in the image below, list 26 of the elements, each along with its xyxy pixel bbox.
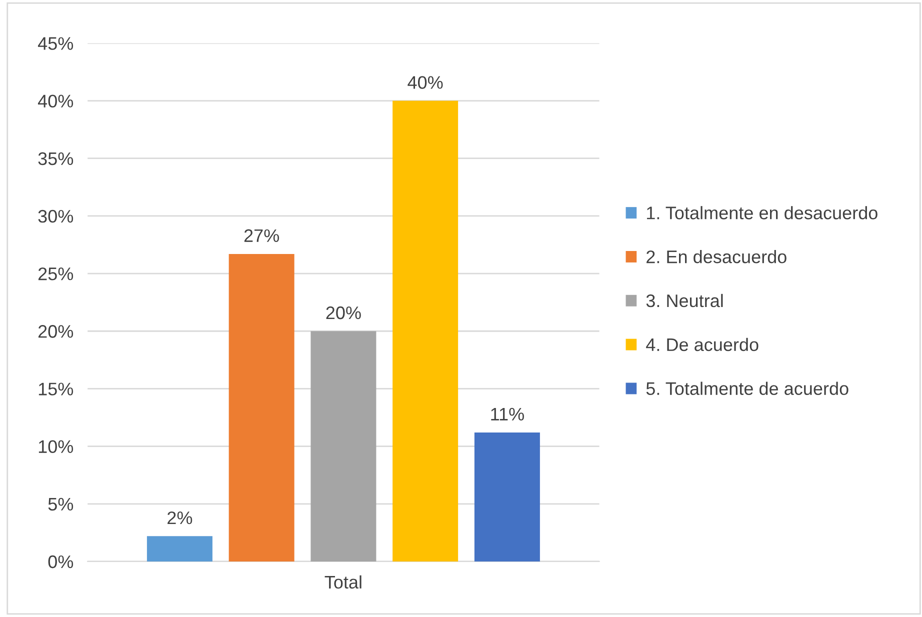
data-label: 11% xyxy=(491,408,524,421)
bar xyxy=(474,432,540,562)
y-tick-label: 25% xyxy=(38,267,74,280)
legend-label: 4. De acuerdo xyxy=(646,338,758,352)
data-label: 2% xyxy=(168,511,192,524)
bar xyxy=(392,100,458,562)
data-label: 40% xyxy=(408,76,443,89)
y-tick-label: 40% xyxy=(38,94,74,108)
x-tick-label: Total xyxy=(324,575,362,589)
bar xyxy=(146,536,212,562)
y-tick-label: 0% xyxy=(48,555,74,568)
data-label: 27% xyxy=(244,229,279,242)
legend-label: 2. En desacuerdo xyxy=(646,250,786,264)
y-tick-label: 5% xyxy=(48,498,74,511)
y-tick-label: 35% xyxy=(38,152,74,166)
bar xyxy=(310,331,376,562)
y-tick-label: 30% xyxy=(38,210,74,223)
legend-label: 3. Neutral xyxy=(646,294,723,308)
data-label: 20% xyxy=(326,306,361,320)
y-tick-label: 20% xyxy=(38,325,74,338)
y-tick-label: 15% xyxy=(38,382,74,396)
legend-label: 1. Totalmente en desacuerdo xyxy=(647,206,878,220)
y-tick-label: 10% xyxy=(38,440,74,454)
legend-label: 5. Totalmente de acuerdo xyxy=(646,382,848,396)
y-tick-label: 45% xyxy=(38,37,74,50)
bar xyxy=(228,254,294,562)
